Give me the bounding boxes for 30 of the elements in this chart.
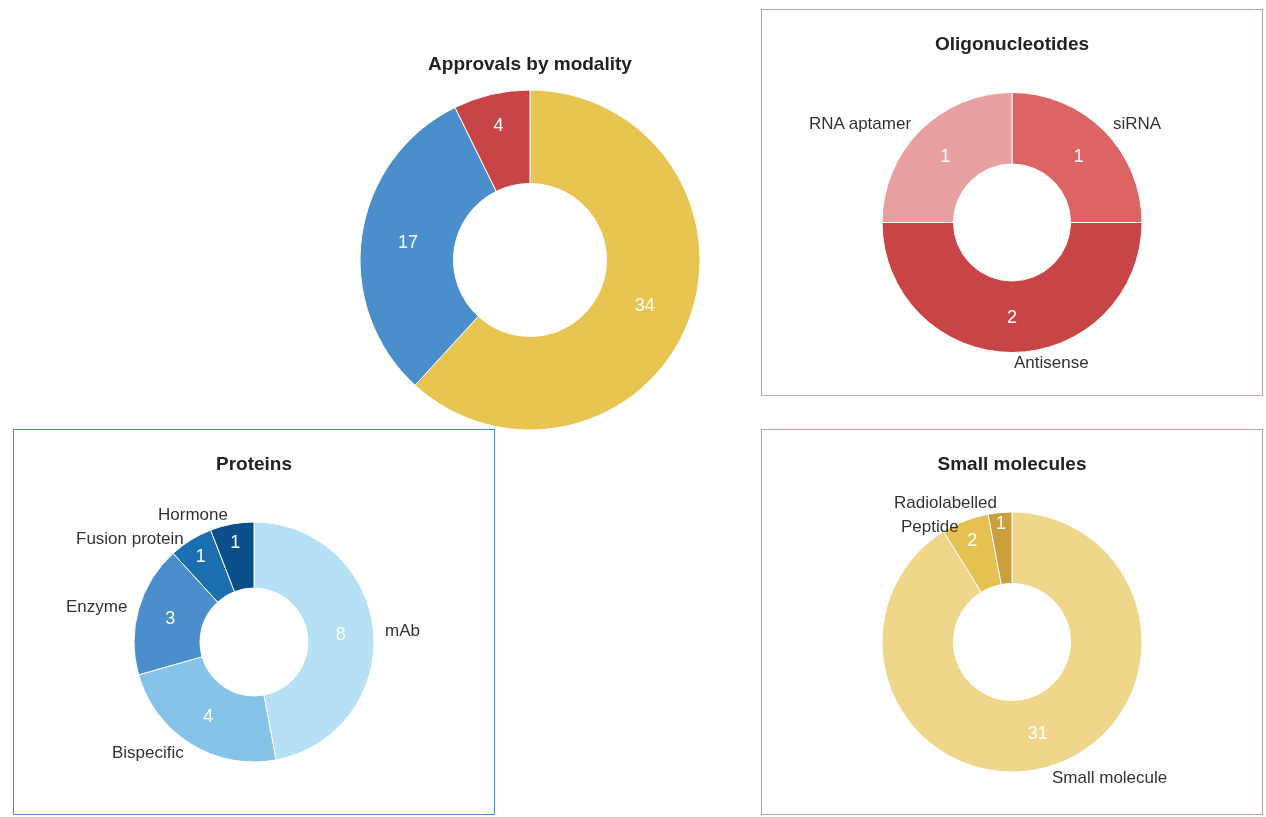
chart-title: Proteins bbox=[215, 452, 293, 474]
slice-label: Hormone bbox=[158, 505, 228, 524]
data-label: 4 bbox=[493, 115, 504, 135]
slice-label: mAb bbox=[385, 621, 420, 640]
slice-label: Radiolabelled bbox=[894, 493, 998, 512]
chart-title: Small molecules bbox=[937, 452, 1087, 474]
data-label: 1 bbox=[996, 513, 1006, 534]
data-label: 2 bbox=[1006, 306, 1018, 327]
donut-slice bbox=[881, 511, 1143, 773]
data-label: 2 bbox=[967, 529, 978, 550]
data-label: 3 bbox=[165, 608, 176, 629]
chart-title: Approvals by modality bbox=[428, 53, 633, 75]
slice-label: Bispecific bbox=[112, 743, 185, 762]
slice-label: Small molecule bbox=[1052, 768, 1168, 787]
slice-label: Antisense bbox=[1014, 353, 1089, 372]
slice-label: Enzyme bbox=[66, 597, 128, 616]
slice-label: siRNA bbox=[1113, 114, 1162, 133]
chart-title: Oligonucleotides bbox=[934, 32, 1090, 54]
data-label: 4 bbox=[203, 705, 214, 726]
data-label: 31 bbox=[1027, 722, 1048, 743]
data-label: 34 bbox=[634, 294, 655, 315]
slice-label: Fusion protein bbox=[76, 529, 184, 548]
data-label: 1 bbox=[1073, 145, 1084, 166]
slice-label: Peptide bbox=[901, 517, 959, 536]
data-label: 1 bbox=[195, 545, 206, 566]
slice-label: RNA aptamer bbox=[809, 114, 912, 133]
data-label: 1 bbox=[230, 532, 241, 553]
data-label: 1 bbox=[940, 145, 951, 166]
data-label: 8 bbox=[335, 623, 346, 644]
data-label: 17 bbox=[397, 232, 419, 253]
